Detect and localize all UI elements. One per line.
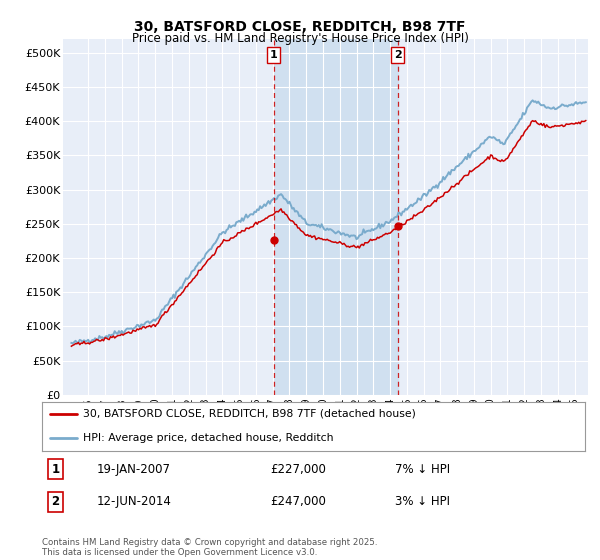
Bar: [274, 39, 398, 395]
Text: 7% ↓ HPI: 7% ↓ HPI: [395, 463, 450, 476]
Text: 2: 2: [394, 50, 401, 60]
Text: 30, BATSFORD CLOSE, REDDITCH, B98 7TF: 30, BATSFORD CLOSE, REDDITCH, B98 7TF: [134, 20, 466, 34]
Text: Price paid vs. HM Land Registry's House Price Index (HPI): Price paid vs. HM Land Registry's House …: [131, 32, 469, 45]
Text: 1: 1: [52, 463, 59, 476]
Text: £247,000: £247,000: [270, 495, 326, 508]
Text: 12-JUN-2014: 12-JUN-2014: [97, 495, 171, 508]
Text: 30, BATSFORD CLOSE, REDDITCH, B98 7TF (detached house): 30, BATSFORD CLOSE, REDDITCH, B98 7TF (d…: [83, 409, 416, 419]
Text: Contains HM Land Registry data © Crown copyright and database right 2025.
This d: Contains HM Land Registry data © Crown c…: [42, 538, 377, 557]
Text: 19-JAN-2007: 19-JAN-2007: [97, 463, 170, 476]
Text: 3% ↓ HPI: 3% ↓ HPI: [395, 495, 450, 508]
Text: 1: 1: [269, 50, 277, 60]
Text: £227,000: £227,000: [270, 463, 326, 476]
Text: 2: 2: [52, 495, 59, 508]
Text: HPI: Average price, detached house, Redditch: HPI: Average price, detached house, Redd…: [83, 433, 333, 444]
